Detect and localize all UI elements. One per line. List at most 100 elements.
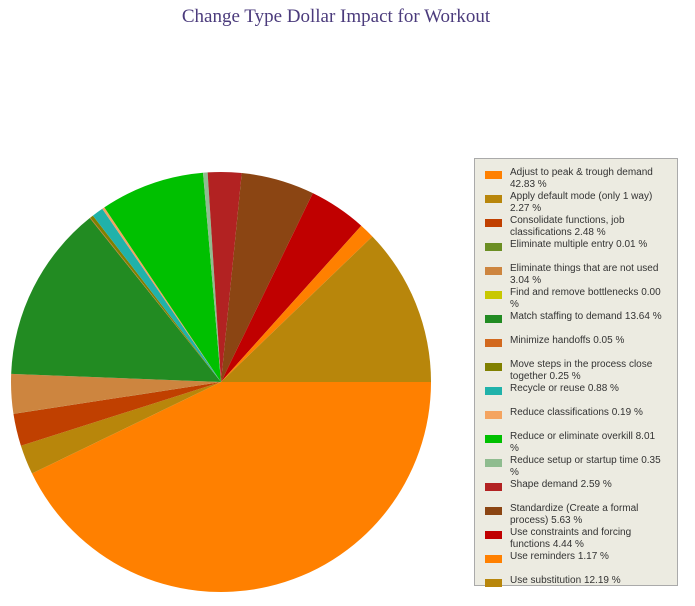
legend-entry: Move steps in the process close together… xyxy=(485,359,677,382)
legend-label: Use substitution xyxy=(510,575,582,586)
pie-slice xyxy=(32,382,431,593)
legend-swatch xyxy=(485,291,502,299)
pie-slice xyxy=(13,382,222,446)
legend-label: Standardize (Create a formal process) xyxy=(510,503,639,526)
legend-label: Apply default mode (only 1 way) xyxy=(510,191,653,202)
legend-text: Find and remove bottlenecks 0.00 % xyxy=(510,287,665,310)
legend-swatch xyxy=(485,507,502,515)
legend-label: Eliminate multiple entry xyxy=(510,239,614,250)
pie-slice xyxy=(11,218,222,382)
legend-value: 2.59 % xyxy=(580,479,612,490)
legend-entry: Adjust to peak & trough demand 42.83 % xyxy=(485,167,677,190)
legend-value: 0.35 % xyxy=(510,455,661,478)
legend-text: Use constraints and forcing functions 4.… xyxy=(510,527,665,550)
legend-label: Reduce classifications xyxy=(510,407,609,418)
pie-slice xyxy=(10,373,221,414)
legend-swatch xyxy=(485,267,502,275)
legend-value: 0.25 % xyxy=(549,370,581,382)
legend-value: 0.19 % xyxy=(611,407,643,418)
legend-entry: Standardize (Create a formal process) 5.… xyxy=(485,503,677,526)
legend-swatch xyxy=(485,363,502,371)
legend-value: 0.88 % xyxy=(587,383,619,394)
legend-entry: Eliminate things that are not used 3.04 … xyxy=(485,263,677,286)
chart-title: Change Type Dollar Impact for Workout xyxy=(181,6,491,27)
legend-text: Move steps in the process close together… xyxy=(510,359,665,382)
legend-value: 0.05 % xyxy=(593,335,625,346)
legend-label: Adjust to peak & trough demand xyxy=(510,167,653,178)
legend-text: Adjust to peak & trough demand 42.83 % xyxy=(510,167,665,190)
legend-value: 0.00 % xyxy=(510,287,661,310)
legend-entry: Match staffing to demand 13.64 % xyxy=(485,311,677,334)
legend-swatch xyxy=(485,435,502,443)
pie-slice xyxy=(89,217,221,382)
legend-entry: Minimize handoffs 0.05 % xyxy=(485,335,677,358)
legend-text: Reduce setup or startup time 0.35 % xyxy=(510,455,665,478)
pie-slice xyxy=(221,173,313,382)
legend-value: 4.44 % xyxy=(552,538,584,550)
legend-text: Reduce or eliminate overkill 8.01 % xyxy=(510,431,665,454)
legend-text: Recycle or reuse 0.88 % xyxy=(510,383,665,395)
legend-swatch xyxy=(485,579,502,587)
legend-value: 13.64 % xyxy=(624,311,662,322)
legend-text: Shape demand 2.59 % xyxy=(510,479,665,491)
legend-entry: Reduce classifications 0.19 % xyxy=(485,407,677,430)
legend-value: 8.01 % xyxy=(510,431,656,454)
legend-label: Use reminders xyxy=(510,551,576,562)
pie-slice xyxy=(104,172,221,382)
legend: Adjust to peak & trough demand 42.83 % Ap… xyxy=(474,158,678,587)
legend-text: Apply default mode (only 1 way) 2.27 % xyxy=(510,191,665,214)
legend-swatch xyxy=(485,483,502,491)
legend-label: Eliminate things that are not used xyxy=(510,263,659,274)
legend-swatch xyxy=(485,411,502,419)
pie-slice xyxy=(207,172,242,382)
legend-value: 1.17 % xyxy=(577,551,609,562)
legend-swatch xyxy=(485,387,502,395)
legend-value: 42.83 % xyxy=(510,178,547,190)
legend-entry: Use constraints and forcing functions 4.… xyxy=(485,527,677,550)
pie-area xyxy=(10,172,431,593)
pie-slice xyxy=(221,225,373,382)
legend-entry: Recycle or reuse 0.88 % xyxy=(485,383,677,406)
legend-label: Match staffing to demand xyxy=(510,311,623,322)
legend-label: Recycle or reuse xyxy=(510,383,586,394)
pie-slice xyxy=(90,215,222,382)
legend-swatch xyxy=(485,195,502,203)
legend-entry: Find and remove bottlenecks 0.00 % xyxy=(485,287,677,310)
legend-value: 3.04 % xyxy=(510,274,542,286)
pie-slice xyxy=(92,208,221,382)
legend-swatch xyxy=(485,531,502,539)
legend-swatch xyxy=(485,171,502,179)
pie-slice xyxy=(221,193,362,382)
legend-entry: Reduce or eliminate overkill 8.01 % xyxy=(485,431,677,454)
legend-label: Use constraints and forcing functions xyxy=(510,527,632,550)
legend-value: 12.19 % xyxy=(583,575,621,586)
legend-swatch xyxy=(485,315,502,323)
pie-slice xyxy=(102,207,221,382)
legend-swatch xyxy=(485,459,502,467)
legend-swatch xyxy=(485,219,502,227)
legend-text: Eliminate multiple entry 0.01 % xyxy=(510,239,665,251)
legend-swatch xyxy=(485,339,502,347)
legend-text: Use substitution 12.19 % xyxy=(510,575,665,587)
pie-slice xyxy=(203,172,221,382)
legend-swatch xyxy=(485,243,502,251)
legend-text: Match staffing to demand 13.64 % xyxy=(510,311,665,323)
legend-label: Shape demand xyxy=(510,479,578,490)
legend-entry: Eliminate multiple entry 0.01 % xyxy=(485,239,677,262)
legend-entry: Apply default mode (only 1 way) 2.27 % xyxy=(485,191,677,214)
legend-value: 2.27 % xyxy=(510,202,542,214)
legend-value: 2.48 % xyxy=(574,226,606,238)
legend-text: Reduce classifications 0.19 % xyxy=(510,407,665,419)
pie-slice xyxy=(11,373,222,382)
legend-entry: Consolidate functions, job classificatio… xyxy=(485,215,677,238)
pie-slice xyxy=(13,382,222,414)
legend-entry: Use substitution 12.19 % xyxy=(485,575,677,598)
legend-text: Use reminders 1.17 % xyxy=(510,551,665,563)
legend-text: Minimize handoffs 0.05 % xyxy=(510,335,665,347)
legend-entry: Reduce setup or startup time 0.35 % xyxy=(485,455,677,478)
legend-text: Consolidate functions, job classificatio… xyxy=(510,215,665,238)
legend-entry: Use reminders 1.17 % xyxy=(485,551,677,574)
pie-slice xyxy=(20,382,221,474)
legend-entry: Shape demand 2.59 % xyxy=(485,479,677,502)
legend-value: 5.63 % xyxy=(551,514,583,526)
